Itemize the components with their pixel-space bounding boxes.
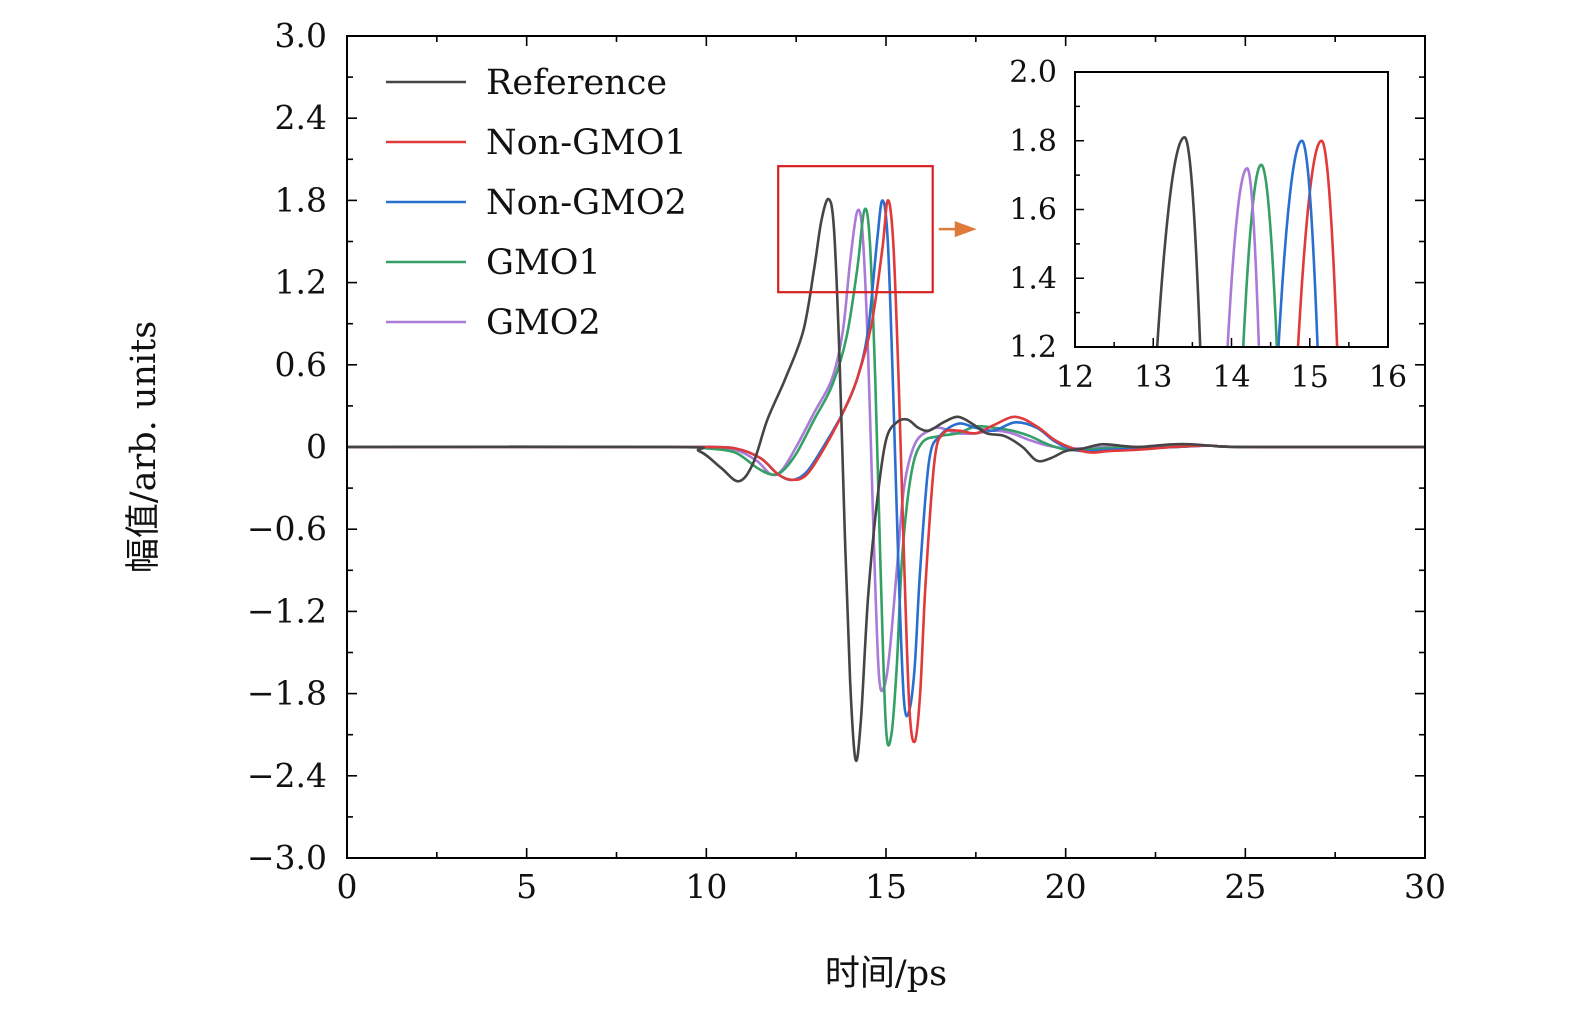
inset-series-line-non-gmo2 [1277,139,1319,348]
main-tick-labels: 0 5 10 15 20 25 30 3.0 2.4 1.8 1.2 0.6 0 −0.6 −1.2 −1.8… [247,16,1446,906]
inset-series-line-gmo1 [1241,163,1279,348]
zoom-arrow [938,221,977,238]
main-series-group [346,197,1426,763]
inset-x-tick-label: 13 [1134,360,1172,395]
x-tick-label: 25 [1224,867,1266,906]
inset-y-tick-label: 1.2 [1009,330,1057,365]
inset-y-tick-label: 2.0 [1009,55,1057,90]
series-line-gmo1 [346,207,1426,747]
x-tick-label: 0 [337,867,358,906]
y-tick-label: −3.0 [247,838,327,877]
inset-y-tick-label: 1.8 [1009,124,1057,159]
inset-plot-frame [1074,71,1389,348]
y-tick-label: 0.6 [275,345,327,384]
inset-x-tick-label: 14 [1212,360,1250,395]
series-line-reference [346,197,1426,763]
y-tick-label: 1.2 [275,263,327,302]
legend-label-reference: Reference [486,63,667,103]
x-axis-label: 时间/ps [825,954,947,994]
y-tick-label: 1.8 [275,180,327,219]
inset-series-line-non-gmo1 [1296,139,1339,348]
arrow-head [954,221,977,238]
inset-series-line-reference [1155,136,1202,348]
inset-y-tick-label: 1.4 [1009,261,1057,296]
y-tick-label: 2.4 [275,98,327,137]
legend-label-non-gmo2: Non-GMO2 [486,183,687,223]
series-line-non-gmo1 [347,199,1426,744]
inset-x-tick-label: 12 [1056,360,1094,395]
x-tick-label: 30 [1404,867,1446,906]
inset-x-tick-label: 16 [1369,360,1407,395]
y-tick-label: 0 [306,427,327,466]
inset-chart: 12 13 14 15 16 2.0 1.8 1.6 1.4 1.2 [1009,55,1407,395]
x-tick-label: 15 [865,867,907,906]
x-tick-label: 10 [685,867,727,906]
x-tick-label: 5 [516,867,537,906]
legend-label-gmo2: GMO2 [486,303,601,343]
main-plot-frame [346,35,1426,859]
y-tick-label: −1.8 [247,674,327,713]
inset-series-group [1155,136,1339,348]
y-tick-label: −1.2 [247,591,327,630]
inset-y-tick-label: 1.6 [1009,193,1057,228]
inset-tick-labels: 12 13 14 15 16 2.0 1.8 1.6 1.4 1.2 [1009,55,1407,395]
y-tick-label: −2.4 [247,756,327,795]
zoom-rectangle [777,165,934,294]
x-tick-label: 20 [1045,867,1087,906]
inset-axes-ticks [1074,71,1389,348]
legend-label-gmo1: GMO1 [486,243,601,283]
legend: Reference Non-GMO1 Non-GMO2 GMO1 GMO2 [386,63,687,343]
inset-x-tick-label: 15 [1291,360,1329,395]
legend-label-non-gmo1: Non-GMO1 [486,123,687,163]
y-axis-label: 幅值/arb. units [124,321,164,573]
y-tick-label: 3.0 [275,16,327,55]
y-tick-label: −0.6 [247,509,327,548]
zoom-region-box [777,165,934,294]
inset-series-line-gmo2 [1226,166,1261,348]
